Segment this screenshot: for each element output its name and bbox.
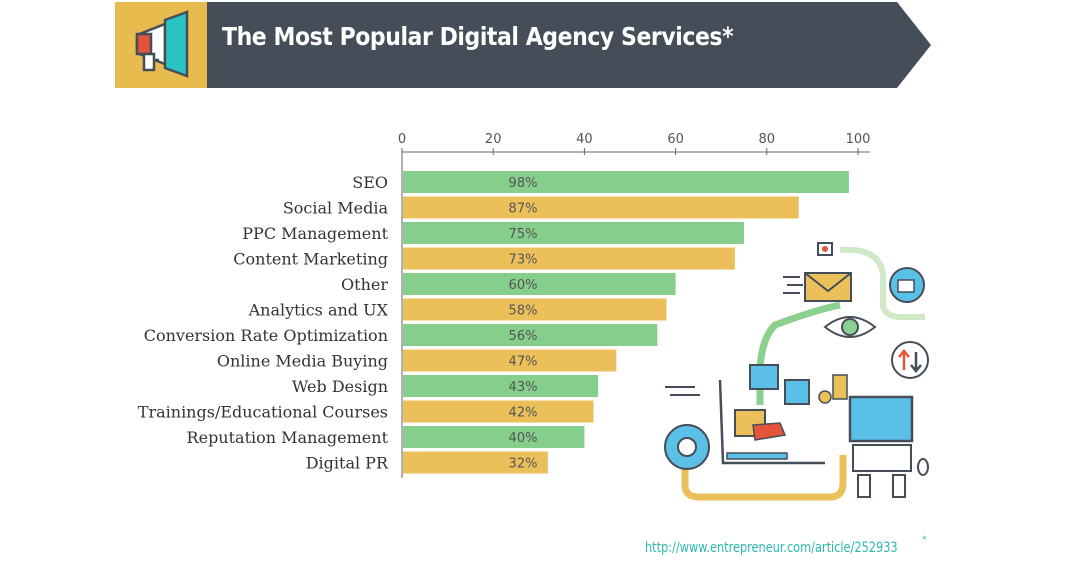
category-label: Reputation Management (187, 428, 389, 447)
category-label: Web Design (292, 377, 388, 396)
bar-online-media-buying (403, 349, 617, 372)
bar-value-label: 75% (509, 227, 538, 242)
digital-marketing-illustration (664, 242, 929, 501)
x-tick-label: 40 (576, 132, 593, 147)
bar-value-label: 47% (509, 355, 538, 370)
category-label: Content Marketing (233, 250, 388, 269)
bar-web-design (403, 375, 599, 397)
category-label: Digital PR (306, 454, 389, 473)
eye-icon (823, 316, 877, 338)
x-tick-label: 20 (485, 132, 502, 147)
bar-value-label: 40% (509, 431, 538, 446)
category-label: PPC Management (242, 224, 388, 243)
category-label: Social Media (283, 199, 389, 218)
bar-other (403, 273, 676, 295)
bar-digital-pr (403, 451, 548, 474)
computer-monitor-icon (848, 395, 929, 498)
x-tick-label: 0 (398, 132, 406, 147)
heart-icon (817, 242, 833, 256)
bar-conversion-rate-optimization (403, 324, 658, 346)
bar-value-label: 98% (509, 176, 538, 191)
page-title: The Most Popular Digital Agency Services… (222, 22, 734, 51)
coins-icon (818, 374, 848, 404)
category-label: Trainings/Educational Courses (138, 403, 388, 422)
bar-analytics-and-ux (403, 298, 667, 321)
bar-value-label: 58% (509, 304, 538, 319)
banner-icon-box (115, 2, 207, 88)
source-footnote-mark: * (922, 535, 927, 545)
bar-value-label: 87% (509, 202, 538, 217)
bar-value-label: 60% (509, 278, 538, 293)
bar-social-media (403, 196, 799, 219)
envelope-icon (804, 272, 852, 302)
bar-value-label: 73% (509, 253, 538, 268)
category-label: Analytics and UX (248, 301, 389, 320)
bar-trainings-educational-courses (403, 400, 594, 423)
x-tick-label: 80 (759, 132, 776, 147)
category-label: Conversion Rate Optimization (144, 326, 388, 345)
bar-content-marketing (403, 247, 735, 270)
bar-reputation-management (403, 426, 585, 448)
bar-seo (403, 171, 849, 193)
bar-value-label: 56% (509, 329, 538, 344)
bar-ppc-management (403, 222, 744, 244)
category-label: Online Media Buying (217, 352, 388, 371)
megaphone-icon (135, 10, 189, 78)
x-tick-label: 60 (667, 132, 684, 147)
laptop-icon (718, 379, 825, 465)
title-banner (207, 2, 897, 88)
bar-value-label: 32% (509, 457, 538, 472)
source-link[interactable]: http://www.entrepreneur.com/article/2529… (645, 540, 898, 556)
category-label: SEO (352, 173, 388, 192)
bar-value-label: 43% (509, 380, 538, 395)
gear-icon (664, 424, 710, 470)
x-tick-label: 100 (846, 132, 871, 147)
chat-bubble-icon (734, 364, 810, 437)
title-banner-arrow (897, 2, 931, 88)
bar-value-label: 42% (509, 406, 538, 421)
up-down-arrows-icon (891, 341, 929, 379)
thumbs-up-icon (889, 267, 925, 303)
category-label: Other (341, 275, 388, 294)
